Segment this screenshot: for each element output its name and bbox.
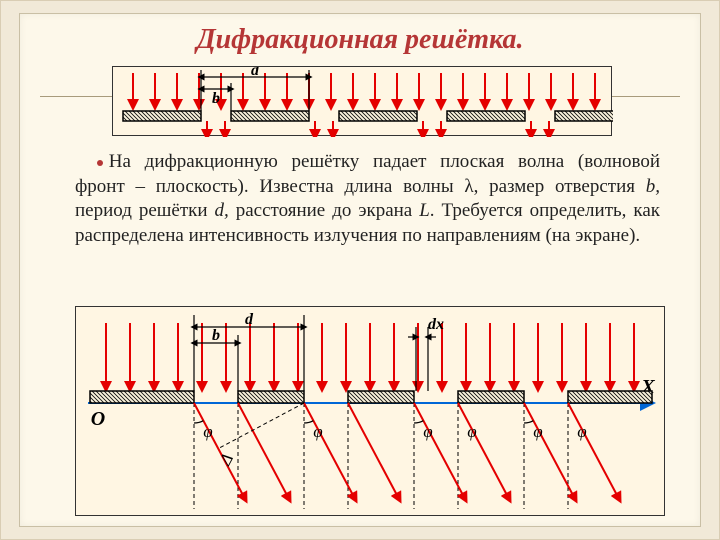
svg-text:φ: φ (203, 422, 212, 441)
text: На дифракционную решётку падает плоская … (75, 151, 660, 197)
text: период решётки (75, 200, 215, 221)
var-d: d, (215, 200, 229, 221)
svg-text:φ: φ (577, 422, 586, 441)
text: расстояние до экрана (229, 200, 419, 221)
page-title: Дифракционная решётка. (20, 24, 700, 56)
var-b: b, (646, 176, 660, 197)
svg-text:b: b (212, 327, 220, 344)
figure-grating-diffraction: OXφφφφφφΔdbdx (75, 306, 665, 516)
var-L: L (419, 200, 430, 221)
svg-text:dx: dx (428, 316, 444, 333)
svg-text:b: b (212, 90, 220, 107)
svg-text:φ: φ (423, 422, 432, 441)
svg-text:d: d (245, 311, 254, 328)
svg-text:φ: φ (467, 422, 476, 441)
slide-inner: Дифракционная решётка. (19, 13, 701, 527)
svg-text:O: O (91, 408, 105, 430)
svg-text:Δ: Δ (215, 450, 237, 469)
figure-grating-top: db (112, 66, 612, 136)
body-paragraph: На дифракционную решётку падает плоская … (75, 150, 660, 249)
slide: Дифракционная решётка. (0, 0, 720, 540)
svg-text:φ: φ (533, 422, 542, 441)
bullet-icon (97, 160, 103, 166)
svg-text:φ: φ (313, 422, 322, 441)
svg-text:d: d (251, 67, 260, 79)
